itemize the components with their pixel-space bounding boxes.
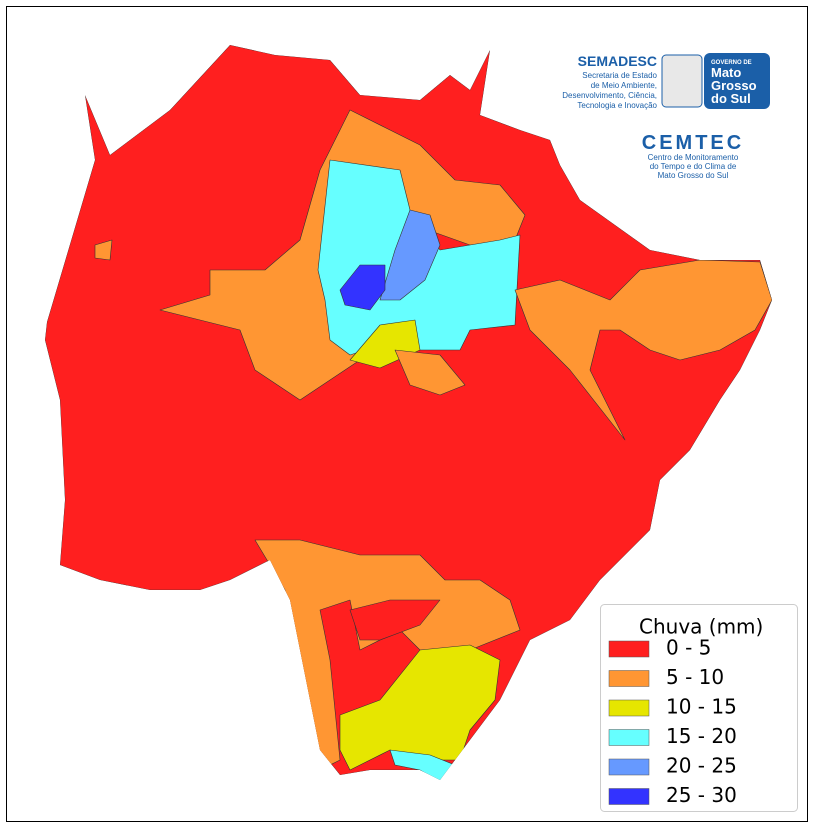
governo-line: Grosso <box>711 78 757 93</box>
coat-of-arms <box>661 54 703 108</box>
region <box>379 209 441 301</box>
region <box>339 644 501 771</box>
legend-title: Chuva (mm) <box>639 615 763 639</box>
legend-swatch <box>608 699 650 717</box>
governo-line: do Sul <box>711 91 751 106</box>
legend-swatch <box>608 729 650 746</box>
legend-label: 15 - 20 <box>666 724 737 748</box>
region <box>394 349 466 396</box>
legend-label: 25 - 30 <box>666 783 737 807</box>
legend-label: 5 - 10 <box>666 665 724 689</box>
governo-line: Mato <box>711 65 741 80</box>
region <box>514 259 772 441</box>
legend: Chuva (mm) 0 - 5 5 - 10 10 - 15 15 - 20 20 -… <box>600 604 798 812</box>
legend-box <box>600 604 798 812</box>
logo-line: Secretaria de Estado <box>582 71 657 80</box>
cemtec-line: Mato Grosso do Sul <box>658 171 729 180</box>
legend-label: 0 - 5 <box>666 636 711 660</box>
legend-swatch <box>608 788 650 805</box>
legend-label: 10 - 15 <box>666 695 737 719</box>
legend-label: 20 - 25 <box>666 754 737 778</box>
frame <box>6 6 808 822</box>
region <box>339 264 386 311</box>
governo-badge <box>704 53 770 109</box>
logo-line: Desenvolvimento, Ciência, <box>562 91 657 100</box>
semadesc-logo: SEMADESC Secretaria de Estado de Meio Am… <box>562 53 657 110</box>
region <box>349 599 441 641</box>
state <box>45 45 772 780</box>
governo-small: GOVERNO DE <box>711 60 752 66</box>
legend-swatch <box>608 670 650 687</box>
region <box>389 749 456 780</box>
cemtec-logo: CEMTEC Centro de Monitoramento do Tempo … <box>642 132 744 180</box>
cemtec-line: Centro de Monitoramento <box>648 153 739 162</box>
logo-line: de Meio Ambiente, <box>591 81 657 90</box>
cemtec-line: do Tempo e do Clima de <box>650 162 737 171</box>
logo-title: SEMADESC <box>578 53 657 69</box>
governo-logo: GOVERNO DE Mato Grosso do Sul <box>661 53 770 109</box>
legend-swatch <box>608 640 650 658</box>
region <box>94 239 113 261</box>
legend-swatch <box>608 758 650 776</box>
logo-line: Tecnologia e Inovação <box>577 101 657 110</box>
cemtec-title: CEMTEC <box>642 132 744 154</box>
